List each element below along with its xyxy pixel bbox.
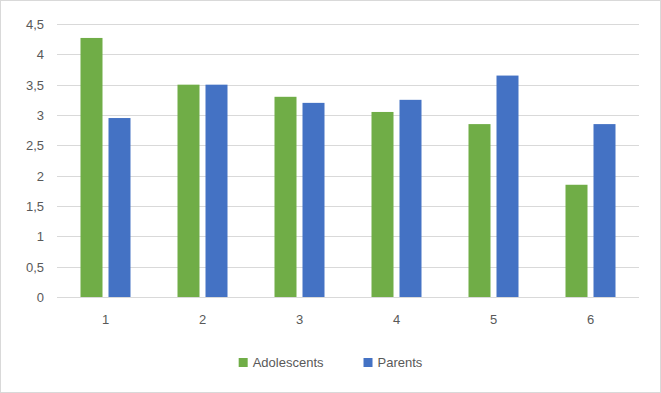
grid-line [57,54,639,55]
legend-label: Parents [378,355,423,370]
bar [372,112,394,297]
x-tick-label: 3 [296,312,303,327]
y-tick-label: 0 [37,290,44,305]
bars [81,38,616,297]
x-tick-label: 5 [490,312,497,327]
y-tick-label: 0,5 [26,260,44,275]
grid-line [57,297,639,298]
legend-label: Adolescents [253,355,324,370]
bar [469,124,491,297]
grid-line [57,206,639,207]
grid-line [57,145,639,146]
y-tick-label: 3,5 [26,78,44,93]
grid-line [57,85,639,86]
x-tick-label: 6 [587,312,594,327]
grid-line [57,115,639,116]
bar [400,100,422,297]
legend: Adolescents Parents [239,355,423,370]
bar [206,85,228,297]
grid-line [57,267,639,268]
bar [178,85,200,297]
bar [594,124,616,297]
y-tick-label: 4 [37,47,44,62]
x-axis [57,297,639,298]
grid-line [57,176,639,177]
y-tick-label: 1 [37,229,44,244]
y-tick-label: 2 [37,169,44,184]
bar [275,97,297,297]
chart-border [1,1,661,393]
bar [497,76,519,297]
grid-line [57,236,639,237]
grid-line [57,24,639,25]
legend-swatch [239,358,248,367]
x-tick-label: 2 [199,312,206,327]
bar [109,118,131,297]
chart: 0 0,5 1 1,5 2 2,5 3 3,5 4 4,5 1 2 3 4 5 6 Adolescents Par… [0,0,661,393]
y-tick-label: 4,5 [26,17,44,32]
y-tick-label: 2,5 [26,138,44,153]
bar [566,185,588,297]
legend-swatch [364,358,373,367]
bar [303,103,325,297]
x-tick-label: 4 [393,312,400,327]
x-tick-label: 1 [102,312,109,327]
y-tick-label: 3 [37,108,44,123]
y-tick-label: 1,5 [26,199,44,214]
bar [81,38,103,297]
